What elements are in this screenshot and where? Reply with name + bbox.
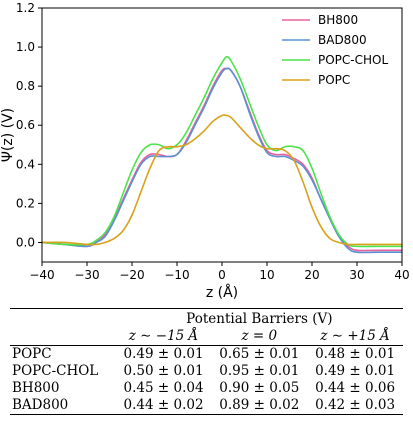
cell-value: 0.49 ± 0.01: [123, 346, 204, 362]
cell-value: 0.95 ± 0.01: [219, 363, 300, 379]
series-line-popc-chol: [41, 55, 402, 248]
legend-label-popc: POPC: [318, 73, 350, 87]
row-label: POPC: [12, 346, 52, 362]
cell-value: 0.49 ± 0.01: [315, 363, 396, 379]
barrier-table-container: Potential Barriers (V) z ∼ −15 Å z = 0 z…: [10, 308, 403, 415]
cell-value: 0.48 ± 0.01: [315, 346, 396, 362]
cell-value: 0.45 ± 0.04: [123, 380, 204, 396]
ticks-layer: −40 −30 −20 −10 0 10 20 30 40 0.0 0.2 0.4 0.6 0.8 1.0 1…: [16, 1, 410, 282]
cell-value: 0.44 ± 0.06: [315, 380, 396, 396]
x-tick-label: −30: [74, 268, 99, 282]
x-tick-label: 20: [304, 268, 319, 282]
y-tick-label: 0.0: [16, 235, 35, 249]
table-body: POPC 0.49 ± 0.01 0.65 ± 0.01 0.48 ± 0.01…: [10, 345, 403, 415]
x-tick-label: 30: [349, 268, 364, 282]
series-line-popc: [41, 114, 402, 246]
legend-label-bad800: BAD800: [318, 33, 367, 47]
legend-label-popc-chol: POPC-CHOL: [318, 53, 388, 67]
x-tick-label: −20: [119, 268, 144, 282]
row-header-blank: [10, 328, 116, 346]
table-row: POPC 0.49 ± 0.01 0.65 ± 0.01 0.48 ± 0.01: [10, 345, 403, 364]
legend: BH800 BAD800 POPC-CHOL POPC: [282, 13, 388, 87]
potential-barriers-table: Potential Barriers (V) z ∼ −15 Å z = 0 z…: [10, 308, 403, 415]
x-tick-label: −40: [29, 268, 54, 282]
row-label: BH800: [12, 380, 60, 396]
row-label: BAD800: [12, 397, 69, 413]
cell-value: 0.65 ± 0.01: [219, 346, 300, 362]
column-header-zero: z = 0: [241, 328, 278, 344]
series-line-bad800: [41, 67, 402, 254]
cell-value: 0.90 ± 0.05: [219, 380, 300, 396]
y-tick-label: 0.4: [16, 157, 35, 171]
table-row: BAD800 0.44 ± 0.02 0.89 ± 0.02 0.42 ± 0.…: [10, 397, 403, 415]
cell-value: 0.42 ± 0.03: [315, 397, 396, 413]
table-corner: [10, 309, 116, 329]
table-caption: Potential Barriers (V): [186, 311, 333, 327]
row-label: POPC-CHOL: [12, 363, 99, 379]
cell-value: 0.50 ± 0.01: [123, 363, 204, 379]
series-line-bh800: [41, 67, 402, 252]
x-tick-label: 0: [218, 268, 226, 282]
y-tick-label: 0.8: [16, 79, 35, 93]
legend-label-bh800: BH800: [318, 13, 358, 27]
series-layer: [41, 55, 402, 254]
column-header-plus15: z ∼ +15 Å: [320, 328, 390, 344]
x-tick-label: 10: [259, 268, 274, 282]
x-tick-label: 40: [394, 268, 409, 282]
x-axis-label: z (Å): [206, 284, 238, 301]
potential-profile-chart: −40 −30 −20 −10 0 10 20 30 40 0.0 0.2 0.4 0.6 0.8 1.0 1…: [0, 1, 410, 301]
y-tick-label: 0.2: [16, 196, 35, 210]
y-tick-label: 1.2: [16, 1, 35, 15]
y-tick-label: 0.6: [16, 118, 35, 132]
y-axis-label: Ψ(z) (V): [0, 108, 16, 162]
cell-value: 0.44 ± 0.02: [123, 397, 204, 413]
x-tick-label: −10: [164, 268, 189, 282]
table-row: POPC-CHOL 0.50 ± 0.01 0.95 ± 0.01 0.49 ±…: [10, 363, 403, 380]
column-header-minus15: z ∼ −15 Å: [128, 328, 199, 344]
table-row: BH800 0.45 ± 0.04 0.90 ± 0.05 0.44 ± 0.0…: [10, 380, 403, 397]
cell-value: 0.89 ± 0.02: [219, 397, 300, 413]
y-tick-label: 1.0: [16, 40, 35, 54]
